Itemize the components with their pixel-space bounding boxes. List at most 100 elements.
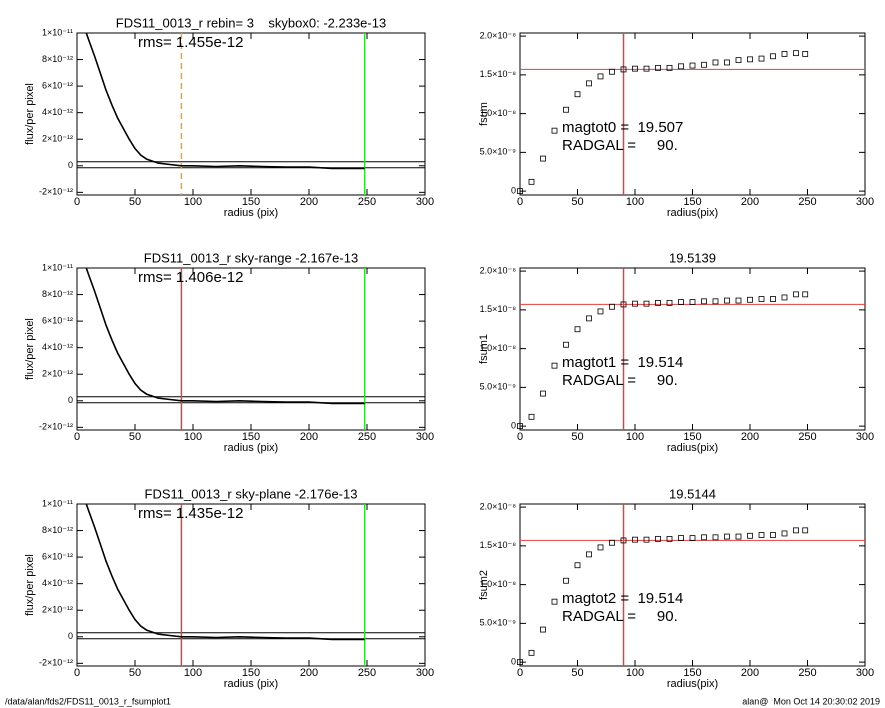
x-tick-label: 300: [856, 196, 874, 208]
annotation: rms= 1.455e-12: [138, 34, 243, 51]
y-tick-label: -2×10⁻¹²: [39, 422, 73, 432]
data-point: [678, 535, 684, 542]
data-point: [802, 527, 809, 534]
x-tick-label: 200: [300, 196, 318, 208]
y-tick-label: 2×10⁻¹²: [42, 605, 73, 615]
x-tick-label: 0: [517, 431, 523, 443]
x-tick-label: 200: [741, 196, 759, 208]
y-tick-label: 2.0×10⁻⁸: [480, 30, 517, 40]
data-point: [563, 577, 569, 584]
data-point: [551, 598, 558, 605]
data-point: [551, 127, 558, 134]
data-point: [563, 106, 569, 113]
x-axis-label: radius(pix): [667, 207, 718, 219]
y-tick-label: 1.0×10⁻⁸: [480, 343, 517, 353]
data-point: [586, 315, 592, 322]
x-tick-label: 50: [129, 431, 141, 443]
y-tick-label: -2×10⁻¹²: [39, 658, 73, 668]
x-axis-label: radius(pix): [667, 442, 718, 454]
data-point: [701, 298, 707, 305]
profile-line: [85, 267, 365, 405]
y-tick-label: 6×10⁻¹²: [42, 551, 73, 561]
x-tick-label: 250: [358, 667, 376, 679]
x-tick-label: 0: [74, 667, 80, 679]
y-tick-label: 1.5×10⁻⁸: [480, 304, 517, 314]
data-point: [758, 296, 765, 302]
x-tick-label: 100: [626, 667, 644, 679]
y-tick-label: 1.5×10⁻⁸: [480, 540, 517, 550]
x-tick-label: 150: [242, 431, 260, 443]
annotation: rms= 1.406e-12: [138, 269, 243, 286]
x-tick-label: 50: [129, 196, 141, 208]
chart-title: FDS11_0013_r sky-plane -2.176e-13: [145, 486, 358, 501]
x-tick-label: 50: [571, 667, 583, 679]
data-point: [689, 535, 696, 542]
data-point: [802, 291, 809, 298]
data-point: [655, 535, 661, 542]
y-axis-label: flux/per pixel: [24, 318, 36, 380]
y-tick-label: 6×10⁻¹²: [42, 80, 73, 90]
y-tick-label: 1×10⁻¹¹: [42, 498, 73, 508]
data-point: [574, 91, 581, 98]
plot-frame: [76, 32, 426, 196]
plot-frame: [519, 267, 866, 431]
data-point: [632, 300, 638, 307]
data-point: [747, 56, 753, 63]
annotation: magtot2 = 19.514: [562, 590, 683, 607]
x-axis-label: radius(pix): [667, 678, 718, 690]
y-tick-label: 5.0×10⁻⁹: [480, 147, 517, 157]
x-tick-label: 200: [741, 667, 759, 679]
y-tick-label: 6×10⁻¹²: [42, 315, 73, 325]
data-point: [770, 296, 776, 302]
footer-path: /data/alan/fds2/FDS11_0013_r_fsumplot1: [5, 696, 171, 706]
y-tick-label: 0: [68, 631, 73, 641]
y-tick-label: 1.0×10⁻⁸: [480, 579, 517, 589]
data-point: [597, 544, 604, 551]
data-point: [551, 362, 558, 369]
y-tick-label: 0: [68, 395, 73, 405]
data-point: [712, 59, 719, 66]
x-tick-label: 300: [416, 667, 434, 679]
x-tick-label: 200: [300, 431, 318, 443]
data-point: [793, 527, 799, 534]
data-point: [540, 626, 546, 633]
data-point: [770, 532, 776, 538]
x-tick-label: 0: [74, 196, 80, 208]
data-point: [586, 80, 592, 87]
data-point: [666, 535, 673, 542]
y-tick-label: 2.0×10⁻⁸: [480, 265, 517, 275]
data-point: [701, 534, 707, 541]
data-point: [528, 649, 535, 656]
data-point: [632, 536, 638, 543]
plot-frame: [76, 267, 426, 431]
x-tick-label: 50: [571, 196, 583, 208]
data-point: [597, 73, 604, 80]
y-tick-label: 4×10⁻¹²: [42, 578, 73, 588]
annotation: rms= 1.435e-12: [138, 505, 243, 522]
data-point: [655, 64, 661, 71]
annotation: RADGAL = 90.: [562, 137, 678, 154]
data-point: [655, 299, 661, 306]
plot-frame: [519, 32, 866, 196]
x-tick-label: 100: [626, 196, 644, 208]
data-point: [781, 51, 788, 57]
data-point: [758, 532, 765, 538]
data-point: [609, 303, 615, 310]
y-tick-label: 4×10⁻¹²: [42, 107, 73, 117]
profile-line: [85, 32, 365, 170]
data-point: [770, 53, 776, 60]
x-tick-label: 250: [358, 431, 376, 443]
x-axis-label: radius (pix): [224, 207, 278, 219]
y-axis-label: fsum1: [478, 334, 490, 364]
x-tick-label: 200: [741, 431, 759, 443]
data-point: [678, 299, 684, 306]
data-point: [540, 155, 546, 162]
x-tick-label: 300: [856, 431, 874, 443]
x-tick-label: 150: [242, 196, 260, 208]
y-tick-label: 5.0×10⁻⁹: [480, 382, 517, 392]
y-axis-label: flux/per pixel: [24, 554, 36, 616]
annotation: RADGAL = 90.: [562, 372, 678, 389]
data-point: [540, 390, 546, 397]
